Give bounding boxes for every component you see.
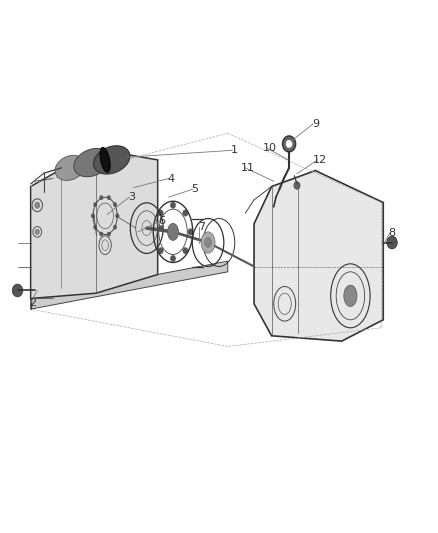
- Circle shape: [138, 207, 142, 212]
- Circle shape: [12, 284, 23, 297]
- Ellipse shape: [201, 232, 215, 253]
- Circle shape: [152, 207, 156, 212]
- Circle shape: [116, 214, 119, 218]
- Circle shape: [152, 244, 156, 249]
- Ellipse shape: [168, 223, 179, 240]
- Text: 5: 5: [191, 184, 198, 194]
- Ellipse shape: [205, 238, 211, 247]
- Text: 6: 6: [159, 216, 166, 226]
- Circle shape: [93, 225, 97, 229]
- Text: 11: 11: [240, 163, 254, 173]
- Ellipse shape: [74, 148, 110, 177]
- Circle shape: [188, 229, 193, 235]
- Polygon shape: [31, 261, 228, 309]
- Circle shape: [99, 196, 103, 200]
- Circle shape: [113, 225, 117, 229]
- Text: 9: 9: [312, 119, 319, 128]
- Circle shape: [183, 210, 188, 216]
- Circle shape: [35, 229, 39, 235]
- Ellipse shape: [55, 155, 85, 181]
- Circle shape: [294, 182, 300, 189]
- Polygon shape: [31, 149, 158, 298]
- Circle shape: [153, 229, 158, 235]
- Text: 2: 2: [29, 298, 36, 308]
- Text: 1: 1: [231, 146, 238, 155]
- Polygon shape: [254, 171, 383, 341]
- Circle shape: [158, 210, 163, 216]
- Circle shape: [170, 255, 176, 262]
- Circle shape: [107, 232, 111, 236]
- Ellipse shape: [344, 285, 357, 306]
- Text: 12: 12: [313, 155, 327, 165]
- Circle shape: [170, 202, 176, 208]
- Text: 8: 8: [389, 228, 396, 238]
- Circle shape: [286, 140, 292, 148]
- Circle shape: [99, 232, 103, 236]
- Text: 7: 7: [198, 222, 205, 231]
- Ellipse shape: [100, 148, 110, 172]
- Circle shape: [158, 247, 163, 254]
- Text: 4: 4: [167, 174, 174, 183]
- Circle shape: [138, 244, 142, 249]
- Circle shape: [91, 214, 95, 218]
- Circle shape: [131, 225, 135, 231]
- Circle shape: [35, 202, 40, 208]
- Text: 10: 10: [262, 143, 276, 153]
- Circle shape: [283, 136, 296, 152]
- Circle shape: [113, 203, 117, 207]
- Ellipse shape: [93, 146, 130, 174]
- Circle shape: [159, 225, 163, 231]
- Circle shape: [183, 247, 188, 254]
- Text: 3: 3: [128, 192, 135, 202]
- Circle shape: [387, 236, 397, 249]
- Circle shape: [107, 196, 111, 200]
- Circle shape: [93, 203, 97, 207]
